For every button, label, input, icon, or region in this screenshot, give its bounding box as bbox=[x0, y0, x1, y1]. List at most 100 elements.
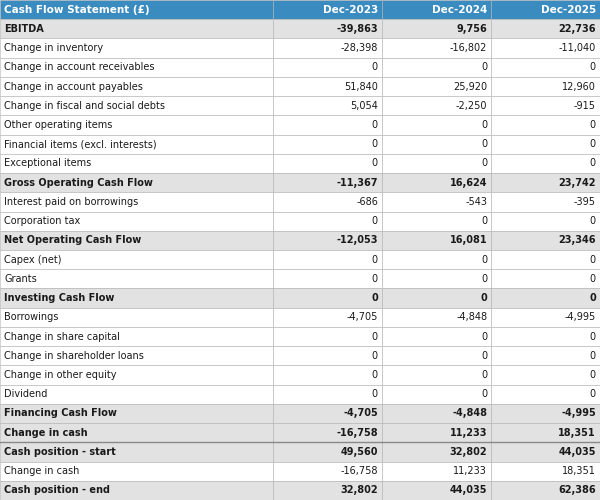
Text: -12,053: -12,053 bbox=[337, 236, 378, 246]
Bar bbox=[491, 423, 600, 442]
Bar bbox=[491, 404, 600, 423]
Text: 0: 0 bbox=[590, 120, 596, 130]
Bar bbox=[382, 346, 491, 366]
Text: -4,848: -4,848 bbox=[456, 312, 487, 322]
Text: Financing Cash Flow: Financing Cash Flow bbox=[4, 408, 117, 418]
Text: 0: 0 bbox=[372, 274, 378, 284]
Text: 0: 0 bbox=[590, 139, 596, 149]
Bar bbox=[0, 288, 273, 308]
Text: Change in shareholder loans: Change in shareholder loans bbox=[4, 351, 144, 361]
Text: -4,995: -4,995 bbox=[561, 408, 596, 418]
Text: Grants: Grants bbox=[4, 274, 37, 284]
Bar bbox=[382, 0, 491, 19]
Bar bbox=[382, 308, 491, 327]
Text: Change in inventory: Change in inventory bbox=[4, 43, 103, 53]
Bar bbox=[382, 250, 491, 269]
Text: 0: 0 bbox=[590, 389, 596, 399]
Text: Interest paid on borrowings: Interest paid on borrowings bbox=[4, 197, 139, 207]
Text: Investing Cash Flow: Investing Cash Flow bbox=[4, 293, 115, 303]
Text: 0: 0 bbox=[481, 389, 487, 399]
Text: Capex (net): Capex (net) bbox=[4, 254, 62, 264]
Bar bbox=[491, 384, 600, 404]
Bar bbox=[491, 0, 600, 19]
Bar bbox=[382, 154, 491, 173]
Bar bbox=[273, 58, 382, 77]
Bar bbox=[382, 231, 491, 250]
Bar bbox=[0, 423, 273, 442]
Text: 22,736: 22,736 bbox=[558, 24, 596, 34]
Text: 0: 0 bbox=[481, 62, 487, 72]
Text: -543: -543 bbox=[465, 197, 487, 207]
Bar bbox=[491, 481, 600, 500]
Text: 0: 0 bbox=[372, 351, 378, 361]
Bar bbox=[273, 404, 382, 423]
Bar bbox=[382, 58, 491, 77]
Bar bbox=[382, 366, 491, 384]
Bar bbox=[0, 173, 273, 193]
Bar bbox=[0, 384, 273, 404]
Bar bbox=[273, 19, 382, 38]
Text: 0: 0 bbox=[481, 254, 487, 264]
Text: 44,035: 44,035 bbox=[450, 486, 487, 496]
Text: 0: 0 bbox=[481, 351, 487, 361]
Bar bbox=[0, 346, 273, 366]
Text: 11,233: 11,233 bbox=[450, 428, 487, 438]
Bar bbox=[491, 212, 600, 231]
Bar bbox=[491, 19, 600, 38]
Text: 0: 0 bbox=[372, 389, 378, 399]
Bar bbox=[382, 38, 491, 58]
Text: 0: 0 bbox=[372, 370, 378, 380]
Bar bbox=[0, 462, 273, 481]
Bar bbox=[491, 154, 600, 173]
Bar bbox=[491, 231, 600, 250]
Text: 0: 0 bbox=[371, 293, 378, 303]
Bar bbox=[0, 327, 273, 346]
Text: 0: 0 bbox=[590, 216, 596, 226]
Text: 44,035: 44,035 bbox=[558, 447, 596, 457]
Bar bbox=[382, 77, 491, 96]
Text: 0: 0 bbox=[590, 158, 596, 168]
Text: 0: 0 bbox=[481, 370, 487, 380]
Bar bbox=[0, 116, 273, 134]
Bar bbox=[491, 269, 600, 288]
Bar bbox=[0, 134, 273, 154]
Text: 0: 0 bbox=[372, 62, 378, 72]
Bar bbox=[382, 481, 491, 500]
Bar bbox=[0, 58, 273, 77]
Text: Net Operating Cash Flow: Net Operating Cash Flow bbox=[4, 236, 142, 246]
Text: 62,386: 62,386 bbox=[558, 486, 596, 496]
Bar bbox=[0, 192, 273, 212]
Text: 16,624: 16,624 bbox=[450, 178, 487, 188]
Bar bbox=[273, 346, 382, 366]
Bar bbox=[273, 384, 382, 404]
Text: -915: -915 bbox=[574, 101, 596, 111]
Text: 0: 0 bbox=[372, 254, 378, 264]
Text: 0: 0 bbox=[481, 158, 487, 168]
Bar bbox=[382, 19, 491, 38]
Bar bbox=[273, 366, 382, 384]
Text: 11,233: 11,233 bbox=[454, 466, 487, 476]
Text: Borrowings: Borrowings bbox=[4, 312, 59, 322]
Text: Cash Flow Statement (£): Cash Flow Statement (£) bbox=[4, 4, 150, 15]
Bar bbox=[273, 96, 382, 116]
Text: 0: 0 bbox=[372, 139, 378, 149]
Bar bbox=[273, 442, 382, 462]
Text: Financial items (excl. interests): Financial items (excl. interests) bbox=[4, 139, 157, 149]
Bar bbox=[491, 192, 600, 212]
Bar bbox=[273, 173, 382, 193]
Bar bbox=[0, 250, 273, 269]
Text: 0: 0 bbox=[372, 216, 378, 226]
Bar bbox=[0, 38, 273, 58]
Text: Change in account receivables: Change in account receivables bbox=[4, 62, 155, 72]
Text: 0: 0 bbox=[372, 158, 378, 168]
Text: Dec-2024: Dec-2024 bbox=[432, 4, 487, 15]
Bar bbox=[273, 134, 382, 154]
Text: 32,802: 32,802 bbox=[449, 447, 487, 457]
Text: EBITDA: EBITDA bbox=[4, 24, 44, 34]
Text: 0: 0 bbox=[481, 120, 487, 130]
Bar bbox=[491, 250, 600, 269]
Bar bbox=[273, 288, 382, 308]
Bar bbox=[0, 481, 273, 500]
Text: 0: 0 bbox=[590, 332, 596, 342]
Bar bbox=[382, 442, 491, 462]
